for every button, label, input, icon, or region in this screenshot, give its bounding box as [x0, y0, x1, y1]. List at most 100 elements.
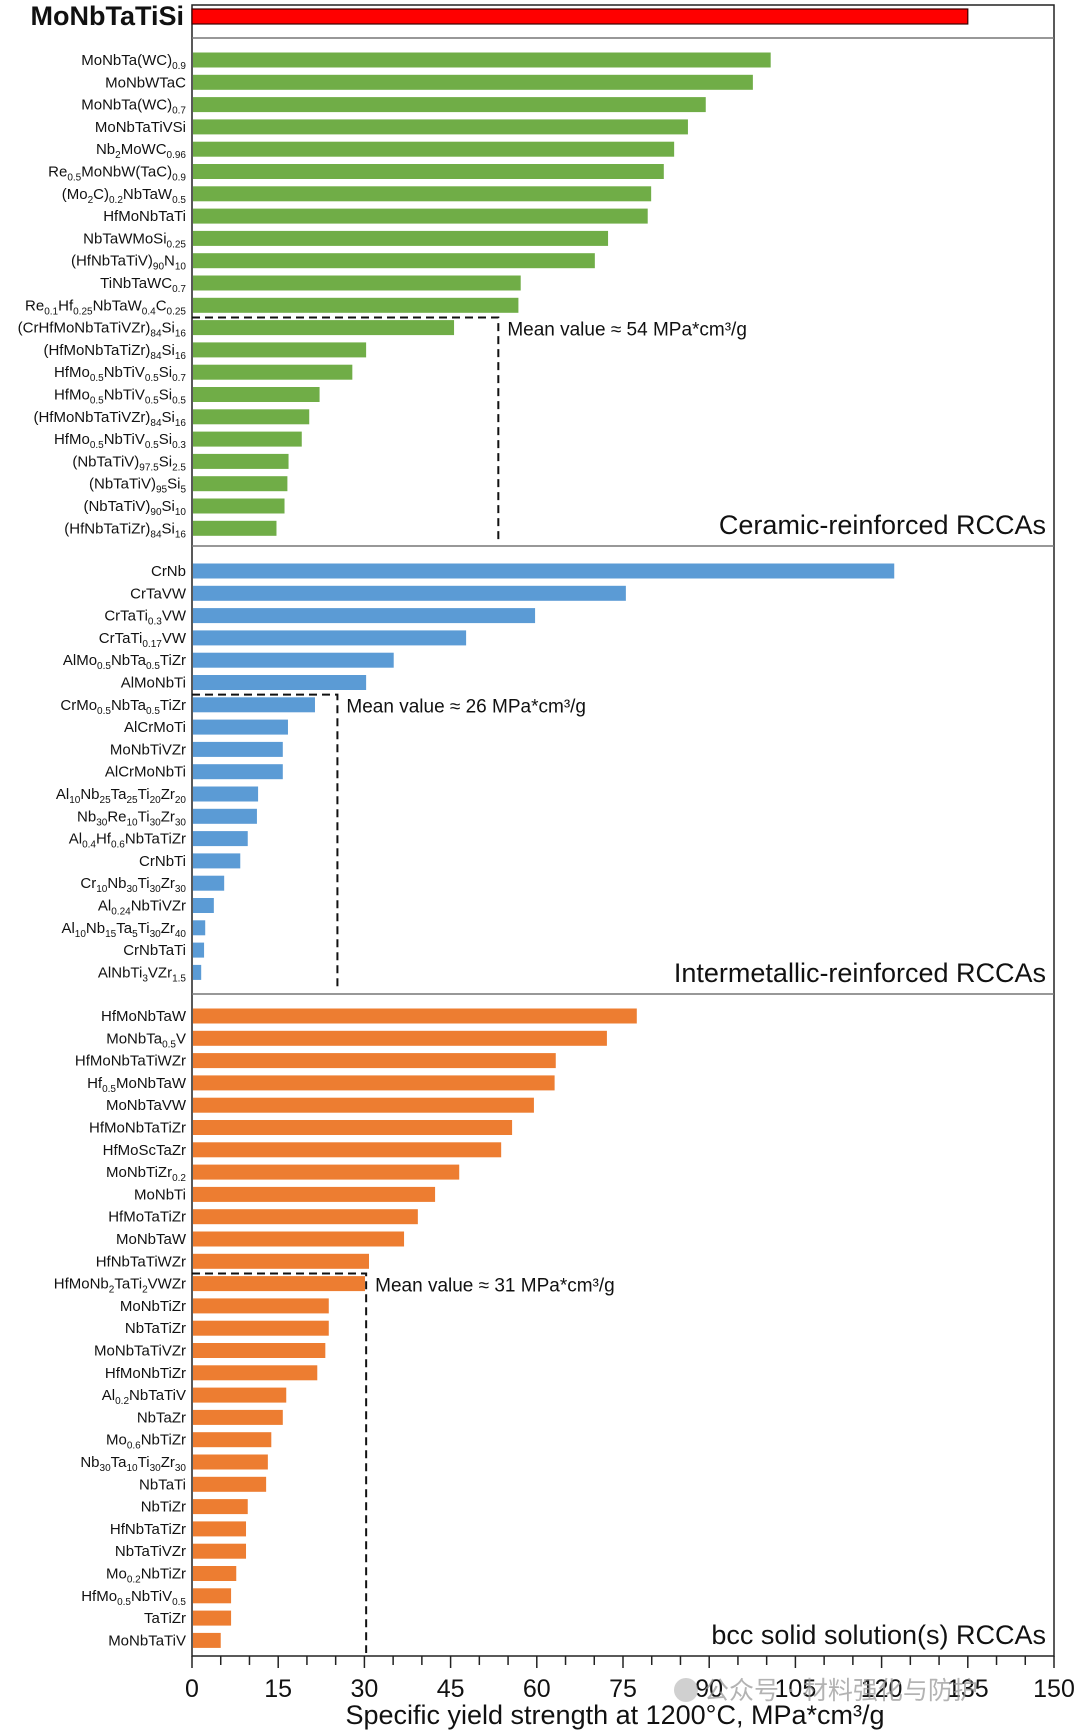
bar — [193, 342, 367, 358]
bar — [193, 387, 320, 402]
mean-line — [192, 1272, 368, 1653]
category-label: HfMo0.5NbTiV0.5 — [81, 1588, 186, 1608]
x-tick-label: 60 — [523, 1675, 551, 1703]
bar — [193, 1543, 247, 1559]
bar — [193, 230, 609, 246]
bar — [193, 697, 315, 713]
bar — [193, 431, 302, 447]
x-tick-label: 0 — [185, 1675, 199, 1703]
x-axis-title: Specific yield strength at 1200°C, MPa*c… — [345, 1700, 884, 1730]
bar — [193, 1432, 272, 1448]
category-label: Hf0.5MoNbTaW — [87, 1075, 187, 1095]
category-label: MoNbTaTiVZr — [94, 1343, 186, 1360]
category-label: CrNbTi — [139, 853, 186, 870]
bar-highlight — [191, 8, 969, 25]
bar — [193, 164, 664, 179]
bar — [193, 1499, 248, 1515]
mean-label: Mean value ≈ 31 MPa*cm³/g — [375, 1275, 615, 1296]
bar — [193, 764, 283, 780]
category-label: MoNbTa(WC)0.7 — [81, 97, 186, 117]
category-label: NbTaZr — [137, 1409, 186, 1426]
bar — [193, 1409, 283, 1425]
bar — [193, 1343, 326, 1358]
x-tick-label: 15 — [264, 1675, 292, 1703]
x-tick-label: 105 — [775, 1675, 817, 1703]
category-label: NbTaWMoSi0.25 — [83, 230, 186, 250]
bar — [193, 786, 259, 802]
bar — [193, 630, 467, 646]
category-label: CrTaTi0.3VW — [104, 608, 187, 628]
watermark-text: 公众号 · 材料强化与防护 — [704, 1676, 978, 1705]
bar — [193, 652, 394, 668]
category-label: MoNbTaW — [116, 1231, 187, 1248]
bar — [193, 52, 771, 68]
bar — [193, 898, 214, 913]
bar — [193, 253, 595, 269]
category-label: Re0.5MoNbW(TaC)0.9 — [48, 164, 186, 184]
category-label: HfMoTaTiZr — [108, 1209, 186, 1226]
bar — [193, 741, 283, 757]
category-label: NbTaTiZr — [125, 1320, 186, 1337]
category-label: HfNbTaTiWZr — [96, 1253, 186, 1270]
bar — [193, 141, 675, 157]
category-label: AlCrMoNbTi — [105, 764, 186, 781]
category-label: HfNbTaTiZr — [110, 1521, 186, 1538]
bars — [191, 8, 969, 1648]
category-label: MoNbTiZr — [120, 1298, 186, 1315]
category-label: HfMoNbTaTi — [103, 208, 186, 225]
section-title: bcc solid solution(s) RCCAs — [711, 1620, 1046, 1650]
bar — [193, 1632, 221, 1648]
bar — [193, 1276, 365, 1292]
bar — [193, 853, 241, 869]
bar — [193, 1253, 369, 1269]
category-label: CrNbTaTi — [123, 942, 186, 959]
category-label: Nb30Re10Ti30Zr30 — [77, 808, 186, 828]
category-label: Mo0.6NbTiZr — [106, 1432, 186, 1452]
category-label: MoNbTiVZr — [110, 741, 186, 758]
bar — [193, 831, 248, 847]
bar — [193, 563, 895, 579]
bar — [193, 208, 648, 224]
bar — [193, 1476, 267, 1492]
bar — [193, 1566, 237, 1581]
bar — [193, 1097, 534, 1113]
bar — [193, 453, 289, 469]
category-label: MoNbTiZr0.2 — [106, 1164, 186, 1184]
bar — [193, 1365, 318, 1381]
bar — [193, 520, 277, 536]
mean-annotations: Mean value ≈ 54 MPa*cm³/g Ceramic-reinfor… — [192, 316, 1046, 1653]
bar — [193, 1610, 232, 1626]
category-label: Cr10Nb30Ti30Zr30 — [80, 875, 186, 895]
x-tick-label: 30 — [350, 1675, 378, 1703]
x-tick-label: 75 — [609, 1675, 637, 1703]
x-tick-label: 150 — [1033, 1675, 1075, 1703]
category-label: CrNb — [151, 563, 186, 580]
bar — [193, 675, 367, 690]
bar — [193, 1075, 555, 1091]
bar — [193, 498, 285, 514]
section-title: Intermetallic-reinforced RCCAs — [674, 958, 1046, 988]
mean-label: Mean value ≈ 26 MPa*cm³/g — [346, 697, 586, 718]
wechat-icon — [674, 1678, 698, 1702]
bar — [193, 1186, 436, 1202]
category-label: (NbTaTiV)97.5Si2.5 — [72, 453, 186, 473]
category-label: HfMoNbTaTiZr — [89, 1120, 186, 1137]
mean-line — [192, 693, 339, 991]
bar — [193, 1120, 513, 1135]
category-label: HfMo0.5NbTiV0.5Si0.3 — [54, 431, 186, 451]
bar — [193, 875, 225, 891]
highlight-label: MoNbTaTiSi — [31, 1, 185, 31]
category-label: AlCrMoTi — [124, 719, 186, 736]
category-label: CrMo0.5NbTa0.5TiZr — [60, 697, 186, 717]
bar — [193, 608, 536, 624]
x-tick-label: 45 — [437, 1675, 465, 1703]
category-label: TiNbTaWC0.7 — [100, 275, 186, 295]
bar — [193, 186, 652, 202]
bar — [193, 1030, 607, 1046]
bar — [193, 1164, 460, 1180]
category-label: (HfMoNbTaTiVZr)84Si16 — [33, 409, 186, 429]
x-axis: 0 15 30 45 60 75 90 105 120 135 150 — [185, 1656, 1075, 1703]
category-label: HfMoNbTiZr — [105, 1365, 186, 1382]
category-label: Nb2MoWC0.96 — [96, 141, 186, 161]
